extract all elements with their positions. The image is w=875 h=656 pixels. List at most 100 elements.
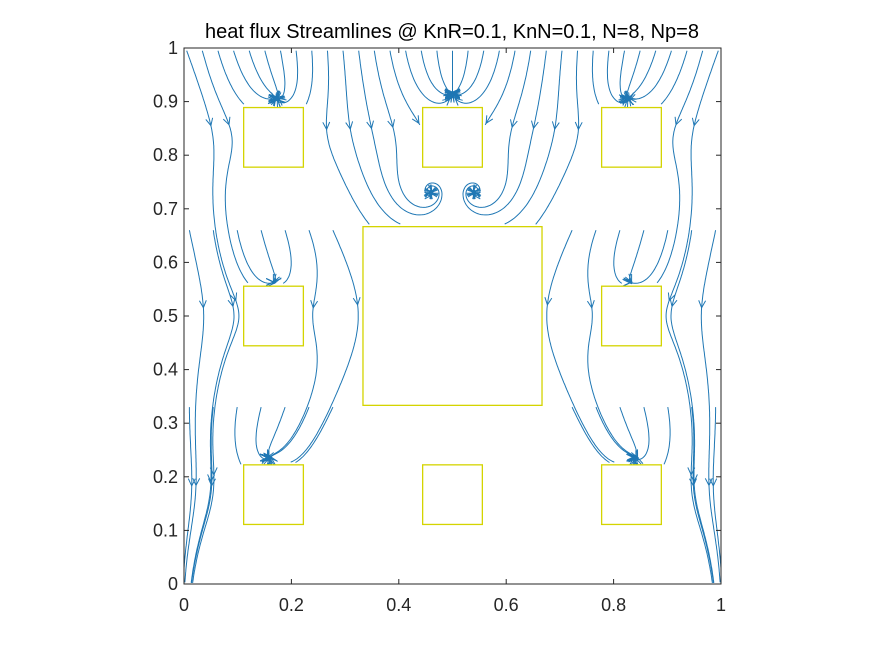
streamline bbox=[186, 50, 240, 584]
x-axis: 0 0.2 0.4 0.6 0.8 1 bbox=[179, 48, 726, 615]
streamline-arrow bbox=[451, 88, 460, 97]
obstacles bbox=[243, 106, 662, 526]
streamline bbox=[184, 230, 205, 583]
y-tick-label: 0.9 bbox=[153, 92, 178, 112]
streamline bbox=[546, 229, 615, 463]
streamline bbox=[504, 50, 563, 225]
streamline-arrow bbox=[271, 94, 280, 103]
streamline bbox=[591, 50, 600, 105]
streamline-arrow bbox=[472, 191, 481, 200]
streamline-arrow bbox=[261, 453, 271, 462]
obstacle-square bbox=[243, 106, 305, 168]
streamline-arrow bbox=[628, 453, 637, 462]
streamline-arrow bbox=[485, 115, 494, 125]
obstacle-square bbox=[421, 464, 484, 526]
streamline bbox=[282, 230, 292, 284]
streamline-arrow bbox=[626, 452, 636, 461]
y-tick-label: 0 bbox=[168, 574, 178, 594]
streamline bbox=[660, 50, 688, 105]
streamline-arrow bbox=[551, 121, 560, 131]
streamline-arrow bbox=[674, 116, 683, 126]
streamline-arrow bbox=[263, 452, 272, 461]
chart-title: heat flux Streamlines @ KnR=0.1, KnN=0.1… bbox=[205, 21, 699, 43]
streamline-arrow bbox=[424, 184, 433, 193]
streamline bbox=[691, 407, 714, 584]
y-tick-label: 0.5 bbox=[153, 306, 178, 326]
obstacle-square bbox=[243, 285, 305, 347]
streamline bbox=[629, 230, 669, 285]
y-tick-label: 0.3 bbox=[153, 413, 178, 433]
streamline-arrow bbox=[698, 300, 707, 309]
streamline bbox=[535, 50, 580, 225]
streamline-arrow bbox=[352, 297, 361, 306]
streamline bbox=[613, 230, 623, 284]
streamline bbox=[191, 407, 214, 584]
streamline bbox=[295, 406, 334, 463]
streamline bbox=[184, 407, 193, 569]
streamline-arrow bbox=[454, 97, 463, 106]
streamline-arrow bbox=[472, 184, 481, 194]
streamline bbox=[342, 50, 401, 225]
x-tick-label: 0.2 bbox=[279, 595, 304, 615]
x-tick-label: 0 bbox=[179, 595, 189, 615]
streamline bbox=[290, 229, 359, 463]
streamline-arrow bbox=[366, 120, 374, 130]
obstacle-square bbox=[243, 464, 305, 526]
streamline-arrow bbox=[429, 186, 439, 194]
streamline-arrow bbox=[624, 278, 633, 286]
streamline-arrow bbox=[691, 117, 700, 127]
streamline bbox=[190, 230, 235, 583]
obstacle-square bbox=[600, 285, 662, 347]
x-tick-label: 0.8 bbox=[601, 595, 626, 615]
y-tick-label: 0.2 bbox=[153, 467, 178, 487]
streamline bbox=[201, 50, 249, 284]
streamlines bbox=[184, 50, 721, 584]
y-tick-label: 0.4 bbox=[153, 360, 178, 380]
streamline bbox=[305, 50, 314, 105]
streamline-arrow bbox=[451, 90, 460, 99]
streamline-arrow bbox=[689, 478, 697, 487]
streamline-arrow bbox=[586, 300, 595, 309]
streamline-arrow bbox=[198, 300, 207, 309]
obstacle-square bbox=[600, 106, 662, 168]
streamline-arrow bbox=[205, 117, 214, 127]
streamline-arrow bbox=[227, 298, 236, 308]
streamline bbox=[234, 407, 242, 465]
streamline bbox=[712, 407, 721, 569]
x-tick-label: 0.4 bbox=[386, 595, 411, 615]
streamline-arrow bbox=[345, 121, 354, 131]
y-tick-label: 0.8 bbox=[153, 145, 178, 165]
streamline-arrow bbox=[544, 297, 553, 306]
streamline-arrow bbox=[268, 94, 278, 102]
streamline bbox=[236, 230, 276, 285]
x-tick-label: 1 bbox=[716, 595, 726, 615]
streamline-arrow bbox=[689, 474, 698, 483]
streamline-arrow bbox=[322, 121, 331, 131]
streamline-arrow bbox=[531, 120, 539, 130]
streamline-arrow bbox=[192, 477, 201, 487]
y-tick-label: 1 bbox=[168, 38, 178, 58]
streamline-arrow bbox=[667, 292, 676, 302]
obstacle-square bbox=[362, 225, 543, 407]
streamline bbox=[325, 50, 370, 225]
streamline bbox=[484, 50, 516, 126]
streamline-arrow bbox=[310, 300, 319, 309]
streamline-arrow bbox=[222, 116, 231, 126]
streamline-arrow bbox=[207, 474, 216, 483]
streamline bbox=[389, 50, 421, 126]
streamline bbox=[571, 406, 610, 463]
streamline-arrow bbox=[669, 298, 678, 308]
x-tick-label: 0.6 bbox=[494, 595, 519, 615]
streamline-arrow bbox=[229, 292, 238, 302]
streamline-arrow bbox=[704, 477, 713, 487]
streamline bbox=[663, 407, 671, 465]
streamline-arrow bbox=[574, 121, 583, 131]
y-tick-label: 0.7 bbox=[153, 199, 178, 219]
obstacle-square bbox=[600, 464, 662, 526]
streamline bbox=[700, 230, 721, 583]
streamline-arrow bbox=[467, 188, 476, 197]
streamline bbox=[656, 50, 704, 284]
streamline-arrow bbox=[265, 278, 275, 286]
streamline-arrow bbox=[510, 119, 518, 129]
